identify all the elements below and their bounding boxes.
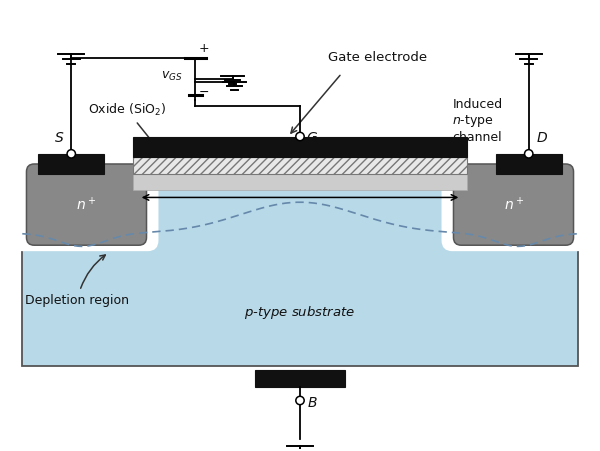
- Text: +: +: [199, 42, 209, 55]
- Text: Depletion region: Depletion region: [25, 255, 129, 307]
- Bar: [38, 154, 104, 174]
- Text: $S$: $S$: [54, 131, 64, 145]
- Text: $v_{GS}$: $v_{GS}$: [161, 69, 182, 83]
- Circle shape: [524, 150, 533, 158]
- Bar: [22, 175, 578, 366]
- Bar: [133, 137, 467, 157]
- FancyBboxPatch shape: [442, 161, 589, 251]
- Text: $L$: $L$: [296, 179, 304, 193]
- FancyBboxPatch shape: [454, 164, 574, 245]
- Text: $n^+$: $n^+$: [76, 196, 97, 213]
- Bar: [133, 157, 467, 174]
- FancyBboxPatch shape: [26, 164, 146, 245]
- Text: Oxide (SiO$_2$): Oxide (SiO$_2$): [88, 102, 169, 162]
- Text: Induced
$n$-type
channel: Induced $n$-type channel: [411, 98, 502, 179]
- Bar: [255, 370, 345, 387]
- Text: Gate electrode: Gate electrode: [328, 51, 427, 64]
- Bar: [133, 173, 467, 190]
- Circle shape: [67, 150, 76, 158]
- Circle shape: [296, 132, 304, 141]
- Text: $D$: $D$: [536, 131, 548, 145]
- Circle shape: [296, 396, 304, 405]
- FancyBboxPatch shape: [11, 161, 158, 251]
- Text: $-$: $-$: [199, 85, 209, 98]
- Bar: [133, 174, 467, 190]
- Bar: [496, 154, 562, 174]
- Text: $p$-type substrate: $p$-type substrate: [244, 304, 356, 321]
- Text: $B$: $B$: [307, 396, 318, 410]
- Text: $n^+$: $n^+$: [503, 196, 524, 213]
- Text: $G$: $G$: [306, 131, 318, 145]
